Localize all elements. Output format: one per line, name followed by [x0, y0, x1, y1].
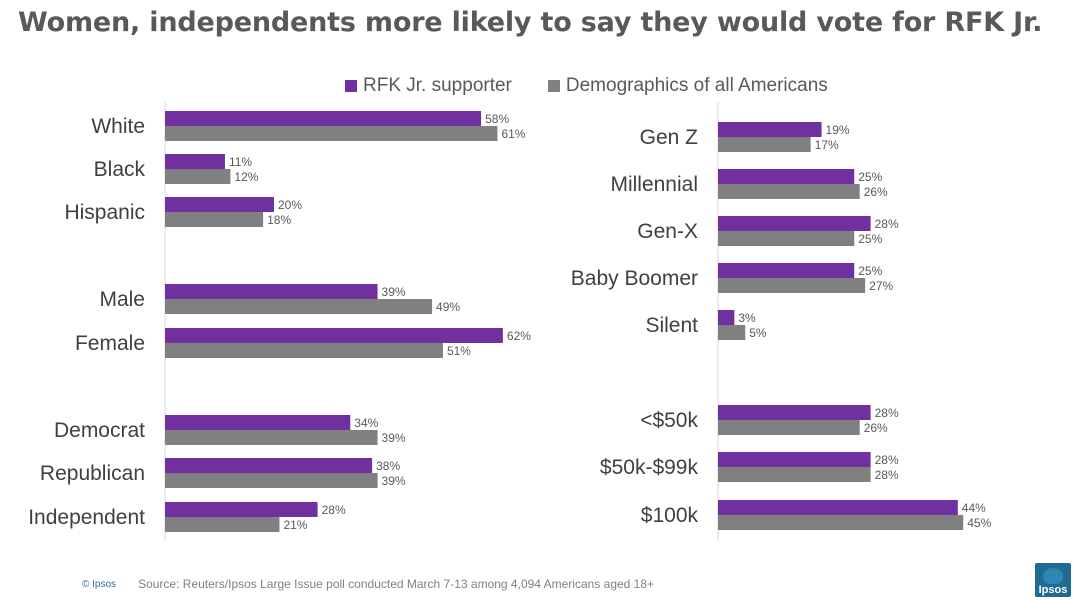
- bar-americans: [718, 278, 866, 293]
- value-label-rfk: 20%: [278, 198, 302, 212]
- bar-rfk: [718, 500, 958, 515]
- bar-americans: [165, 212, 264, 227]
- value-label-americans: 26%: [864, 185, 888, 199]
- bar-americans: [165, 169, 231, 184]
- legend-item-americans: Demographics of all Americans: [547, 75, 828, 97]
- bar-rfk: [165, 328, 503, 343]
- category-label: White: [91, 115, 145, 138]
- bar-americans: [165, 343, 443, 358]
- bar-rfk: [165, 415, 351, 430]
- legend: RFK Jr. supporter Demographics of all Am…: [345, 74, 864, 98]
- category-label: <$50k: [640, 409, 698, 432]
- legend-label-rfk: RFK Jr. supporter: [363, 75, 512, 96]
- value-label-americans: 28%: [875, 468, 899, 482]
- value-label-americans: 49%: [436, 300, 460, 314]
- legend-label-americans: Demographics of all Americans: [565, 75, 828, 96]
- bar-americans: [718, 515, 964, 530]
- bar-americans: [718, 467, 871, 482]
- value-label-rfk: 3%: [738, 311, 756, 325]
- legend-swatch-americans: [547, 80, 560, 92]
- logo-mark: [1043, 568, 1063, 584]
- bar-americans: [718, 231, 855, 246]
- category-label: Gen Z: [640, 126, 699, 149]
- bar-rfk: [165, 197, 274, 212]
- value-label-americans: 45%: [967, 516, 991, 530]
- category-label: Hispanic: [64, 201, 145, 224]
- legend-item-rfk: RFK Jr. supporter: [345, 75, 512, 97]
- category-label: Male: [99, 288, 145, 311]
- bar-americans: [718, 420, 860, 435]
- value-label-americans: 39%: [382, 431, 406, 445]
- category-label: Black: [94, 158, 146, 181]
- bar-rfk: [165, 284, 378, 299]
- value-label-rfk: 44%: [962, 501, 986, 515]
- category-label: Female: [75, 332, 145, 355]
- bar-americans: [165, 430, 378, 445]
- category-label: Silent: [645, 314, 698, 337]
- category-label: Democrat: [54, 419, 145, 442]
- logo-text: Ipsos: [1038, 584, 1068, 596]
- bar-rfk: [165, 458, 373, 473]
- value-label-rfk: 19%: [826, 123, 850, 137]
- value-label-rfk: 58%: [485, 112, 509, 126]
- category-label: $100k: [641, 504, 699, 527]
- bar-rfk: [718, 310, 735, 325]
- bar-rfk: [165, 154, 225, 169]
- value-label-americans: 21%: [283, 518, 307, 532]
- bar-rfk: [165, 111, 482, 126]
- bar-rfk: [718, 405, 871, 420]
- copyright: © Ipsos: [82, 578, 117, 590]
- source-note: Source: Reuters/Ipsos Large Issue poll c…: [138, 577, 655, 591]
- ipsos-logo: Ipsos: [1035, 563, 1071, 597]
- value-label-americans: 26%: [864, 421, 888, 435]
- value-label-rfk: 62%: [507, 329, 531, 343]
- category-label: Millennial: [610, 173, 698, 196]
- value-label-rfk: 39%: [382, 285, 406, 299]
- value-label-rfk: 34%: [354, 416, 378, 430]
- bar-americans: [718, 137, 811, 152]
- value-label-rfk: 25%: [858, 170, 882, 184]
- value-label-rfk: 28%: [875, 406, 899, 420]
- category-label: $50k-$99k: [600, 456, 699, 479]
- category-label: Republican: [40, 462, 145, 485]
- bar-rfk: [165, 502, 318, 517]
- value-label-americans: 12%: [234, 170, 258, 184]
- category-label: Independent: [28, 506, 145, 529]
- bar-americans: [165, 299, 433, 314]
- value-label-americans: 25%: [858, 232, 882, 246]
- category-label: Gen-X: [637, 220, 698, 243]
- bar-rfk: [718, 452, 871, 467]
- value-label-americans: 27%: [869, 279, 893, 293]
- bar-americans: [165, 473, 378, 488]
- chart-title: Women, independents more likely to say t…: [18, 7, 1043, 38]
- legend-swatch-rfk: [345, 80, 357, 92]
- value-label-americans: 61%: [501, 127, 525, 141]
- value-label-americans: 51%: [447, 344, 471, 358]
- value-label-rfk: 25%: [858, 264, 882, 278]
- bar-rfk: [718, 263, 855, 278]
- value-label-rfk: 11%: [229, 155, 252, 169]
- bar-americans: [718, 325, 746, 340]
- value-label-rfk: 28%: [875, 453, 899, 467]
- bar-rfk: [718, 122, 822, 137]
- bar-americans: [165, 126, 498, 141]
- bar-rfk: [718, 216, 871, 231]
- value-label-americans: 5%: [749, 326, 767, 340]
- footer: © Ipsos Source: Reuters/Ipsos Large Issu…: [82, 577, 654, 591]
- value-label-rfk: 28%: [322, 503, 346, 517]
- bar-americans: [718, 184, 860, 199]
- bar-rfk: [718, 169, 855, 184]
- category-label: Baby Boomer: [571, 267, 698, 290]
- bar-americans: [165, 517, 280, 532]
- value-label-americans: 39%: [382, 474, 406, 488]
- value-label-americans: 17%: [815, 138, 839, 152]
- value-label-rfk: 28%: [875, 217, 899, 231]
- value-label-americans: 18%: [267, 213, 291, 227]
- value-label-rfk: 38%: [376, 459, 400, 473]
